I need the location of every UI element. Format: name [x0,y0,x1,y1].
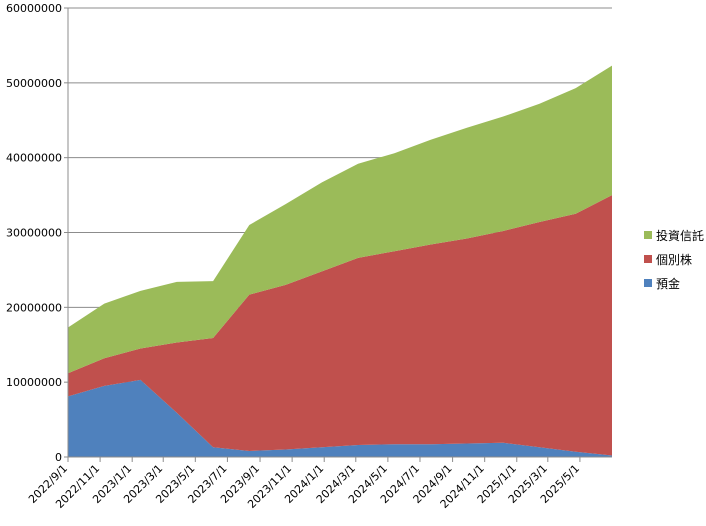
legend-label: 預金 [656,276,680,291]
y-tick-label: 0 [55,451,62,464]
y-tick-label: 30000000 [6,227,62,240]
area-series-1 [68,379,612,457]
legend-swatch [644,279,652,287]
legend-label: 投資信託 [656,228,704,243]
legend-swatch [644,255,652,263]
area-layer [68,65,612,457]
area-series-2 [68,195,612,456]
area-series-3 [68,65,612,374]
legend-swatch [644,231,652,239]
legend-label: 個別株 [656,252,692,267]
y-tick-label: 40000000 [6,152,62,165]
y-tick-label: 10000000 [6,376,62,389]
y-tick-label: 60000000 [6,2,62,15]
y-tick-label: 50000000 [6,77,62,90]
y-tick-label: 20000000 [6,301,62,314]
